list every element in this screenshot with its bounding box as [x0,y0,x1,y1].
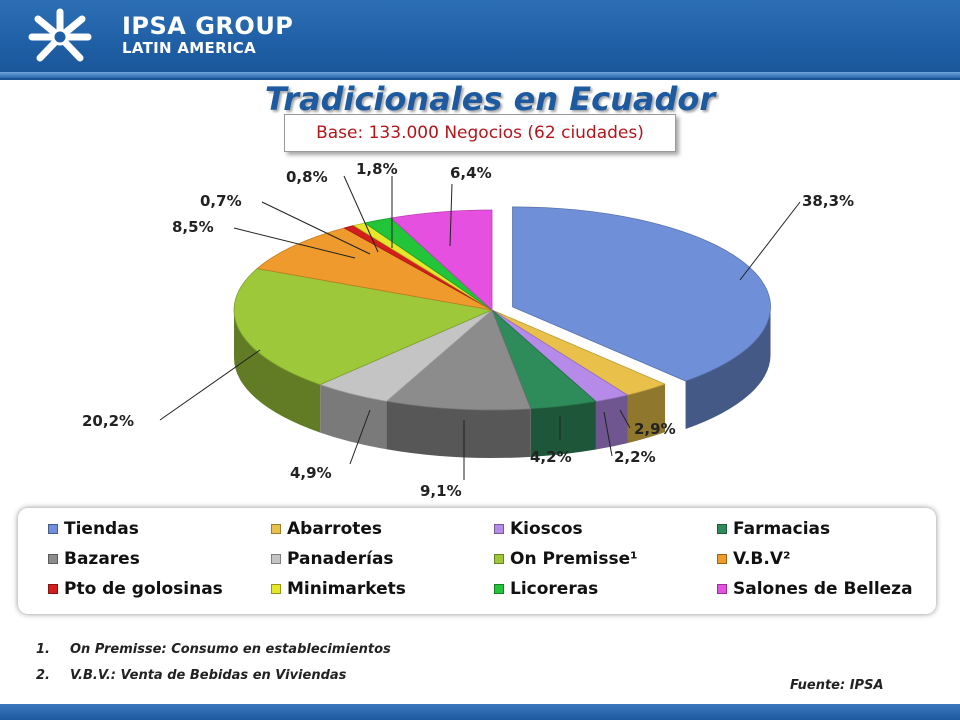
legend-label: Farmacias [733,519,831,539]
pie-slice-top [512,206,771,382]
legend-label: Bazares [64,549,140,569]
legend-item: Tiendas [48,516,271,542]
legend-swatch [48,524,58,534]
ipsa-logo-icon [28,8,92,62]
legend-swatch [48,584,58,594]
pie-slice-top [385,309,532,411]
footnote-2: 2. V.B.V.: Venta de Bebidas en Viviendas [36,668,391,694]
legend-label: Licoreras [510,579,599,599]
legend-item: Bazares [48,546,271,572]
legend-label: Pto de golosinas [64,579,223,599]
leader-line [233,227,356,259]
footnote-1: 1. On Premisse: Consumo en establecimien… [36,642,391,668]
chart-subtitle: Base: 133.000 Negocios (62 ciudades) [284,114,676,152]
legend-item: Panaderías [271,546,494,572]
header-bar: IPSA GROUP LATIN AMERICA [0,0,960,80]
page-title: Tradicionales en Ecuador [264,80,716,118]
legend-item: Pto de golosinas [48,576,271,602]
legend-label: Salones de Belleza [733,579,913,599]
legend-swatch [717,524,727,534]
legend-label: Minimarkets [287,579,406,599]
leader-line [619,409,631,429]
pie-leader-lines [159,175,801,480]
brand-line2: LATIN AMERICA [122,39,257,57]
legend-item: Farmacias [717,516,940,542]
legend-label: Kioscos [510,519,583,539]
footnote-number: 1. [36,642,50,657]
data-label: 2,2% [614,448,656,466]
pie-slice-top [233,268,494,386]
legend-grid: Tiendas Abarrotes Kioscos Farmacias Bazares P… [48,516,928,602]
legend-item: Abarrotes [271,516,494,542]
source-note: Fuente: IPSA [790,678,884,693]
legend-swatch [48,554,58,564]
pie-slice-side [685,306,771,430]
data-label: 6,4% [450,164,492,182]
leader-line [449,183,453,247]
legend-item: V.B.V² [717,546,940,572]
legend-swatch [717,584,727,594]
leader-line [159,349,261,421]
pie-slice-side [627,384,666,444]
leader-line [603,411,613,457]
pie-slice-top [390,209,493,311]
pie-tops [233,206,771,411]
brand-name: IPSA GROUP LATIN AMERICA [122,14,293,56]
legend-swatch [717,554,727,564]
legend-swatch [271,524,281,534]
pie-chart: 38,3% 2,9% 2,2% 4,2% 9,1% 4,9% 20,2% 8,5% 0,7% 0,… [82,160,854,500]
pie-slice-side [386,401,531,458]
footnote-text: On Premisse: Consumo en establecimientos [70,642,391,657]
legend-swatch [494,554,504,564]
data-label: 4,2% [530,448,572,466]
data-label: 0,7% [200,192,242,210]
legend-label: V.B.V² [733,549,791,569]
legend-item: Kioscos [494,516,717,542]
data-label: 8,5% [172,218,214,236]
legend-label: Tiendas [64,519,139,539]
data-label: 20,2% [82,412,134,430]
legend-label: Panaderías [287,549,394,569]
pie-slice-side [234,310,321,433]
legend-swatch [271,554,281,564]
data-label: 9,1% [420,482,462,500]
footnote-text: V.B.V.: Venta de Bebidas en Viviendas [70,668,347,683]
legend-swatch [494,584,504,594]
data-label: 2,9% [634,420,676,438]
legend-item: Licoreras [494,576,717,602]
leader-line [343,175,379,253]
brand-line1: IPSA GROUP [122,12,294,40]
pie-sides [234,306,771,458]
legend-label: On Premisse¹ [510,549,638,569]
footnote-number: 2. [36,668,50,683]
footnotes: 1. On Premisse: Consumo en establecimien… [36,642,391,694]
legend-label: Abarrotes [287,519,383,539]
data-label: 0,8% [286,168,328,186]
leader-line [739,201,801,281]
header-accent-line [0,72,960,78]
pie-slice-side [320,384,387,450]
data-label: 38,3% [802,192,854,210]
data-label: 4,9% [290,464,332,482]
leader-line [261,201,371,255]
legend-item: Minimarkets [271,576,494,602]
leader-line [349,409,371,465]
pie-slice-side [595,395,628,450]
legend-item: Salones de Belleza [717,576,940,602]
footer-bar [0,704,960,720]
legend-swatch [271,584,281,594]
pie-slice-side [530,401,596,457]
chart-legend: Tiendas Abarrotes Kioscos Farmacias Bazares P… [18,508,936,614]
data-label: 1,8% [356,160,398,178]
legend-swatch [494,524,504,534]
pie-data-labels: 38,3% 2,9% 2,2% 4,2% 9,1% 4,9% 20,2% 8,5% 0,7% 0,… [82,160,854,500]
legend-item: On Premisse¹ [494,546,717,572]
